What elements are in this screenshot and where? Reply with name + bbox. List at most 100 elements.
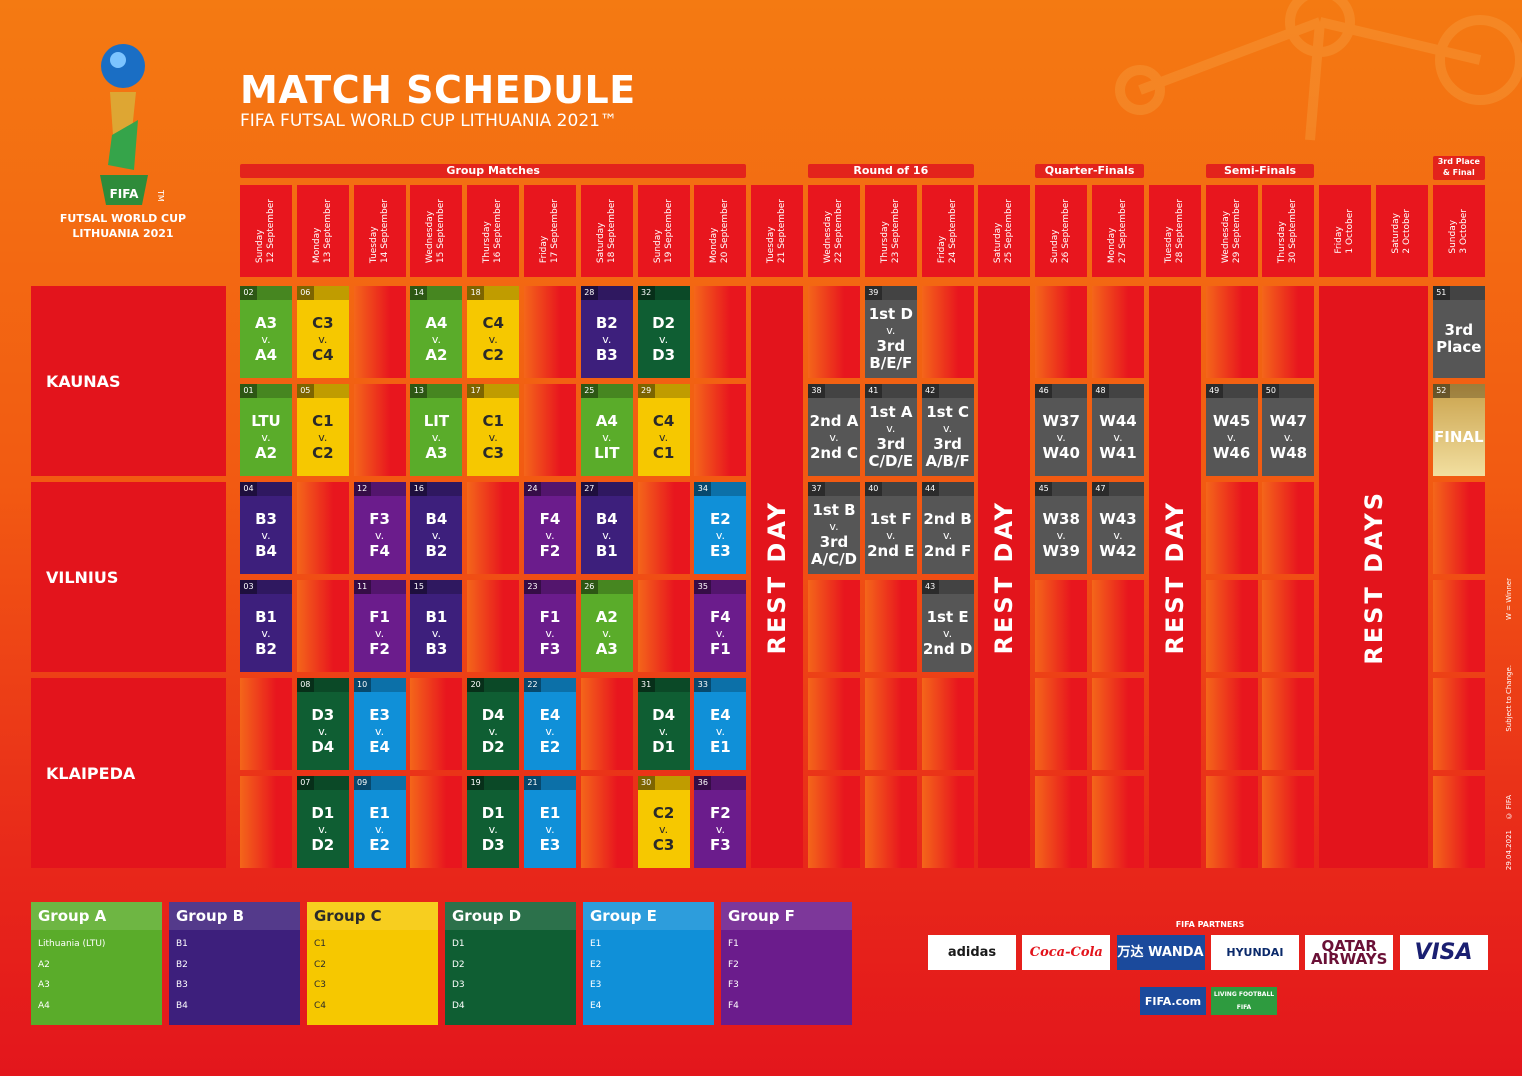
versus: v.: [545, 626, 555, 640]
versus: v.: [659, 724, 669, 738]
match-card: 24 F4 v. F2: [524, 482, 576, 574]
stage-label: Quarter-Finals: [1035, 164, 1144, 178]
team: D1: [652, 737, 676, 756]
empty-slot: [1262, 580, 1315, 672]
day-text: Monday 27 September: [1107, 199, 1129, 263]
group-team: C2: [314, 959, 327, 970]
logo-text: FUTSAL WORLD CUP LITHUANIA 2021: [40, 211, 206, 241]
day-header: Monday 13 September: [296, 185, 349, 277]
match-number: 48: [1092, 384, 1109, 398]
versus: v.: [545, 724, 555, 738]
empty-slot: [637, 580, 690, 672]
versus: v.: [1283, 430, 1293, 444]
versus: v.: [318, 724, 328, 738]
versus: v.: [375, 724, 385, 738]
side-note: © FIFA: [1505, 795, 1513, 820]
group-name: Group F: [721, 902, 852, 930]
empty-slot: [1262, 776, 1315, 868]
team: W44: [1099, 411, 1137, 430]
group-teams: D1 D2 D3 D4: [445, 930, 576, 1016]
versus: v.: [261, 528, 271, 542]
team: W38: [1042, 509, 1080, 528]
stage-label: Group Matches: [240, 164, 747, 178]
day-date: 19 September: [663, 198, 674, 264]
group-team: D1: [452, 939, 465, 949]
empty-slot: [1262, 286, 1315, 378]
match-header: 49: [1205, 384, 1258, 398]
match-header: 31: [637, 678, 690, 692]
match-card: 50 W47 v. W48: [1262, 384, 1315, 476]
day-text: Thursday 16 September: [482, 199, 504, 263]
match-number: 44: [921, 482, 939, 496]
partner-logo: adidas: [928, 935, 1016, 970]
team: LIT: [594, 443, 620, 462]
match-number: 18: [467, 286, 485, 300]
empty-slot: [240, 678, 292, 770]
match-card: 36 F2 v. F3: [694, 776, 747, 868]
group-teams: C1 C2 C3 C4: [307, 930, 438, 1016]
team: C1: [312, 411, 334, 430]
day-name: Tuesday: [1163, 226, 1174, 264]
team: D4: [652, 705, 676, 724]
logo-tm: TM: [156, 189, 165, 202]
day-name: Thursday: [1277, 221, 1288, 264]
logo-graphic: FIFA TM: [100, 44, 165, 205]
group-teams: F1 F2 F3 F4: [721, 930, 852, 1016]
group-team: F3: [728, 980, 739, 990]
day-date: 1 October: [1345, 208, 1356, 254]
team: F4: [369, 541, 390, 560]
versus: v.: [545, 822, 555, 836]
group-teams: B1 B2 B3 B4: [169, 930, 300, 1016]
versus: v.: [375, 528, 385, 542]
day-name: Thursday: [879, 221, 890, 264]
partners-title: FIFA PARTNERS: [1175, 920, 1245, 929]
day-text: Wednesday 22 September: [823, 199, 845, 263]
day-date: 29 September: [1231, 198, 1242, 264]
team: B1: [425, 607, 448, 626]
match-card: 12 F3 v. F4: [353, 482, 406, 574]
day-name: Friday: [539, 235, 549, 264]
match-header: 20: [467, 678, 520, 692]
match-number: 12: [353, 482, 371, 496]
versus: v.: [943, 626, 953, 640]
match-teams: W43 v. W42: [1092, 496, 1144, 574]
team: A2: [254, 443, 278, 462]
day-date: 18 September: [606, 198, 617, 264]
group-legend: Group C C1 C2 C3 C4: [307, 902, 438, 1025]
empty-slot: [1432, 678, 1485, 770]
team: E3: [539, 835, 561, 854]
team: F1: [710, 639, 731, 658]
day-text: Monday 13 September: [312, 199, 334, 263]
versus: v.: [1056, 430, 1066, 444]
team: 3rd A/B/F: [925, 435, 970, 470]
team: W43: [1099, 509, 1137, 528]
day-text: Sunday 3 October: [1448, 209, 1470, 254]
match-card: 33 E4 v. E1: [694, 678, 747, 770]
group-legend: Group A Lithuania (LTU) A2 A3 A4: [31, 902, 162, 1025]
versus: v.: [829, 520, 839, 533]
group-name: Group E: [583, 902, 714, 930]
team: E1: [369, 803, 390, 822]
team: C2: [482, 345, 504, 364]
versus: v.: [375, 822, 385, 836]
team: F4: [539, 509, 561, 528]
team: W42: [1099, 541, 1137, 560]
match-number: 50: [1262, 384, 1280, 398]
group-team: F1: [728, 939, 739, 949]
day-text: Wednesday 29 September: [1221, 199, 1243, 263]
team: 2nd A: [809, 411, 859, 430]
match-card: 35 F4 v. F1: [694, 580, 747, 672]
day-date: 17 September: [550, 198, 560, 264]
rest-day-label: REST DAY: [763, 499, 792, 655]
match-card: 28 B2 v. B3: [580, 286, 633, 378]
group-legend: Group D D1 D2 D3 D4: [445, 902, 576, 1025]
match-header: 02: [240, 286, 292, 300]
empty-slot: [921, 678, 974, 770]
stage-line: Quarter-Finals: [1044, 164, 1135, 177]
match-teams: 3rd Place: [1433, 300, 1485, 378]
